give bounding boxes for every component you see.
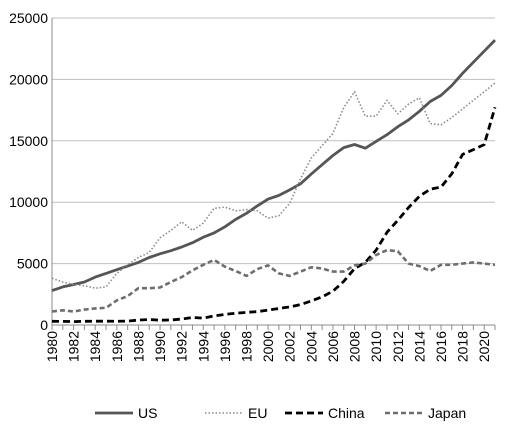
x-tick-label: 1980 xyxy=(44,331,60,362)
x-tick-label: 2012 xyxy=(390,331,406,362)
x-tick-label: 1998 xyxy=(238,331,254,362)
legend-label-us: US xyxy=(138,405,157,421)
x-tick-label: 1988 xyxy=(130,331,146,362)
x-tick-label: 2016 xyxy=(433,331,449,362)
x-tick-label: 1982 xyxy=(66,331,82,362)
x-tick-label: 2000 xyxy=(260,331,276,362)
x-tick-labels: 1980 1982 1984 1986 1988 1990 1992 1994 1996 1998… xyxy=(44,331,492,362)
axes xyxy=(51,18,496,330)
series-line-eu xyxy=(51,82,496,290)
x-tick-label: 2020 xyxy=(476,331,492,362)
x-tick-label: 2004 xyxy=(303,331,319,362)
y-tick-label: 15000 xyxy=(9,133,48,149)
x-tick-label: 1986 xyxy=(109,331,125,362)
x-tick-label: 1996 xyxy=(217,331,233,362)
legend-label-japan: Japan xyxy=(428,405,466,421)
x-tick-label: 1992 xyxy=(174,331,190,362)
y-tick-label: 5000 xyxy=(17,256,48,272)
x-tick-label: 2002 xyxy=(282,331,298,362)
x-tick-label: 2008 xyxy=(347,331,363,362)
y-tick-labels: 0 5000 10000 15000 20000 25000 xyxy=(9,10,48,333)
y-tick-label: 25000 xyxy=(9,10,48,26)
legend-label-china: China xyxy=(328,405,365,421)
legend-label-eu: EU xyxy=(248,405,267,421)
y-tick-label: 10000 xyxy=(9,194,48,210)
series-line-japan xyxy=(51,248,496,313)
x-tick-label: 2006 xyxy=(325,331,341,362)
x-tick-label: 1994 xyxy=(195,331,211,362)
series-lines xyxy=(51,39,497,324)
x-tick-label: 1990 xyxy=(152,331,168,362)
gridlines xyxy=(52,17,495,265)
y-tick-label: 0 xyxy=(40,317,48,333)
y-tick-label: 20000 xyxy=(9,71,48,87)
series-line-us xyxy=(51,39,497,292)
x-tick-label: 1984 xyxy=(87,331,103,362)
series-line-china xyxy=(51,106,497,324)
x-tick-label: 2018 xyxy=(455,331,471,362)
x-tick-label: 2014 xyxy=(411,331,427,362)
legend: US EU China Japan xyxy=(95,405,466,421)
x-tick-label: 2010 xyxy=(368,331,384,362)
